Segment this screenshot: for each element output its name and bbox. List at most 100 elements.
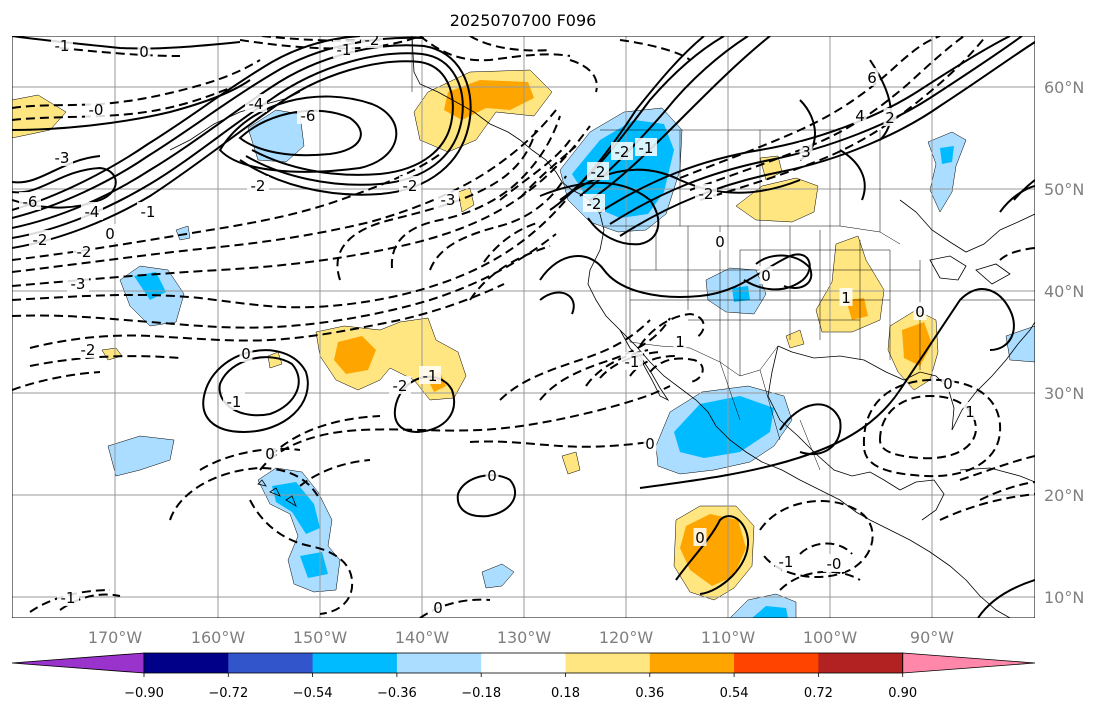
colorbar-tick-label: 0.54: [720, 686, 749, 701]
contour-label: 1: [965, 403, 975, 421]
contour-label: -2: [587, 195, 602, 213]
contour-label: -2: [251, 177, 266, 195]
contour-label-background: [963, 402, 977, 420]
contour-dashed: [469, 245, 551, 301]
latitude-labels: 60°N 50°N 40°N 30°N 20°N 10°N: [1044, 78, 1084, 607]
positive-anomaly-area: [561, 451, 581, 475]
contour-label: -2: [591, 163, 606, 181]
contour-label-background: [57, 588, 79, 606]
negative-anomaly-area: [300, 552, 328, 578]
contour-label-background: [297, 106, 319, 124]
contour-dashed: [878, 394, 978, 460]
latitude-label: 40°N: [1044, 282, 1084, 301]
contour-label-background: [713, 232, 727, 250]
colorbar-swatch: [228, 653, 314, 673]
contour-label: -0: [827, 555, 842, 573]
latitude-label: 10°N: [1044, 588, 1084, 607]
contour-dashed: [799, 542, 853, 555]
contour-solid: [12, 155, 101, 184]
contour-dashed: [629, 355, 677, 377]
contour-dashed: [249, 499, 354, 615]
contour-label-background: [941, 374, 955, 392]
contour-label: -2: [81, 341, 96, 359]
contour-label: 0: [715, 233, 725, 251]
contour-label-background: [587, 162, 609, 180]
contour-label: 6: [867, 69, 877, 87]
latitude-label: 20°N: [1044, 486, 1084, 505]
contour-label-background: [485, 466, 499, 484]
contour-label-background: [775, 552, 797, 570]
contour-label-background: [223, 392, 245, 410]
contour-dashed: [269, 415, 381, 457]
contour-label-background: [247, 176, 269, 194]
contour-solid: [12, 44, 472, 229]
contour-label-background: [333, 40, 355, 58]
contour-solid: [12, 166, 117, 209]
yucatan: [899, 479, 945, 521]
contour-label: 0: [241, 345, 251, 363]
colorbar-extend-low: [11, 652, 145, 674]
colorbar-tick-label: −0.18: [461, 686, 501, 701]
contour-label-background: [137, 202, 159, 220]
contour-label: 1: [841, 289, 851, 307]
contour-label-group: -1 0 -1 -2 -0 -4 -6 -3 -2 -4 -6 -1 -2 0 -3 -2 -3 -2 -2 -2 -1…: [19, 36, 977, 617]
contour-solid: [218, 95, 398, 173]
colorbar-outline: [143, 652, 904, 674]
contour-label-background: [643, 434, 657, 452]
contour-label-background: [799, 142, 813, 160]
colorbar-swatch: [396, 653, 482, 673]
contour-label-background: [437, 190, 459, 208]
longitude-label: 100°W: [803, 628, 858, 647]
contour-dashed: [979, 481, 1035, 501]
contour-dashed: [29, 355, 181, 367]
contour-label-background: [419, 366, 441, 384]
longitude-label: 170°W: [88, 628, 143, 647]
contour-solid: [755, 254, 813, 289]
contour-solid: [675, 515, 750, 595]
contour-label: 0: [265, 445, 275, 463]
contour-label: 0: [139, 43, 149, 61]
colorbar-tick-label: 0.18: [551, 686, 580, 701]
contour-label-background: [399, 176, 421, 194]
latitude-label: 50°N: [1044, 180, 1084, 199]
contour-dashed: [12, 153, 441, 261]
contour-dashed: [679, 36, 941, 179]
contour-dashed: [12, 59, 261, 109]
contour-dashed: [999, 247, 1035, 261]
contour-solid: [539, 291, 575, 315]
negative-anomaly-area: [732, 286, 750, 302]
contour-dashed: [469, 440, 651, 448]
contour-dashed: [59, 593, 121, 611]
contour-label: 0: [645, 435, 655, 453]
contour-label-background: [77, 340, 99, 358]
contour-label: -6: [301, 107, 316, 125]
contour-label: -4: [249, 95, 264, 113]
contour-label: 1: [675, 333, 685, 351]
contour-dashed: [539, 317, 671, 401]
contour-label: -4: [85, 203, 100, 221]
contour-label: -3: [441, 191, 456, 209]
positive-anomaly-area: [267, 351, 283, 369]
map-panel: -1 0 -1 -2 -0 -4 -6 -3 -2 -4 -6 -1 -2 0 -3 -2 -3 -2 -2 -2 -1…: [12, 36, 1035, 618]
contour-dashed: [429, 175, 567, 271]
colorbar-swatch: [565, 653, 651, 673]
contour-solid: [12, 36, 241, 50]
contour-dashed: [469, 36, 551, 52]
contour-label-background: [693, 528, 707, 546]
contour-label: -1: [423, 367, 438, 385]
contour-dashed: [779, 570, 861, 591]
contour-label-background: [913, 302, 927, 320]
contour-label-background: [73, 242, 95, 260]
longitude-label: 130°W: [497, 628, 552, 647]
longitude-label: 140°W: [395, 628, 450, 647]
positive-anomaly-area: [444, 80, 534, 120]
contour-dashed: [29, 589, 111, 613]
positive-anomaly-area: [815, 235, 885, 333]
mexico-state-lines: [719, 361, 821, 471]
contour-solid: [539, 182, 660, 246]
colorbar-swatch: [481, 653, 566, 673]
colorbar-swatch: [312, 653, 398, 673]
contour-label: 0: [915, 303, 925, 321]
hawaiian-islands: [257, 479, 297, 507]
